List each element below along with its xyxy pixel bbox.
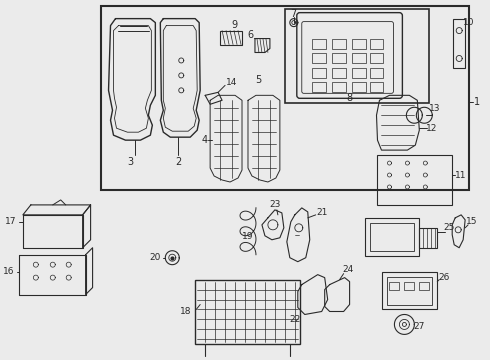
Bar [100, 6, 469, 190]
Text: 1: 1 [474, 97, 480, 107]
Text: 24: 24 [342, 265, 353, 274]
Text: 19: 19 [242, 232, 254, 241]
Bar [195, 280, 300, 345]
Bar [369, 223, 415, 251]
Bar [369, 39, 384, 49]
Bar [369, 68, 384, 78]
Text: 12: 12 [426, 124, 437, 133]
Text: 23: 23 [269, 201, 281, 210]
Bar [369, 82, 384, 92]
Text: 9: 9 [231, 19, 237, 30]
Bar [332, 39, 345, 49]
Bar [365, 218, 419, 256]
Text: 4: 4 [201, 135, 207, 145]
Text: 27: 27 [414, 322, 425, 331]
Bar [220, 31, 242, 45]
Text: 18: 18 [179, 307, 191, 316]
Bar [285, 9, 429, 103]
Bar [312, 54, 326, 63]
Text: 2: 2 [175, 157, 181, 167]
Bar [352, 39, 366, 49]
Bar [352, 54, 366, 63]
Text: 20: 20 [149, 253, 161, 262]
Text: 15: 15 [466, 217, 478, 226]
Text: 3: 3 [127, 157, 133, 167]
Bar [352, 82, 366, 92]
Text: 6: 6 [247, 30, 253, 40]
Text: 8: 8 [346, 93, 353, 103]
Text: 14: 14 [226, 78, 238, 87]
Text: 5: 5 [255, 75, 261, 85]
Text: 16: 16 [3, 267, 15, 276]
Text: 22: 22 [289, 315, 300, 324]
Bar [332, 68, 345, 78]
Bar [377, 155, 452, 205]
Bar [312, 82, 326, 92]
Text: 25: 25 [443, 223, 455, 232]
Bar [369, 54, 384, 63]
Text: 11: 11 [455, 171, 467, 180]
Bar [453, 19, 465, 68]
Text: 21: 21 [316, 208, 327, 217]
Text: 13: 13 [429, 104, 440, 113]
Text: 7: 7 [291, 9, 297, 19]
Bar [312, 39, 326, 49]
Bar [388, 276, 432, 305]
Text: 17: 17 [5, 217, 17, 226]
Bar [312, 68, 326, 78]
Bar [332, 54, 345, 63]
Bar [352, 68, 366, 78]
Bar [332, 82, 345, 92]
Bar [383, 272, 437, 310]
Text: 10: 10 [464, 18, 475, 27]
Bar [419, 228, 437, 248]
Bar [404, 282, 415, 289]
Text: 26: 26 [439, 273, 450, 282]
Bar [419, 282, 429, 289]
Bar [390, 282, 399, 289]
